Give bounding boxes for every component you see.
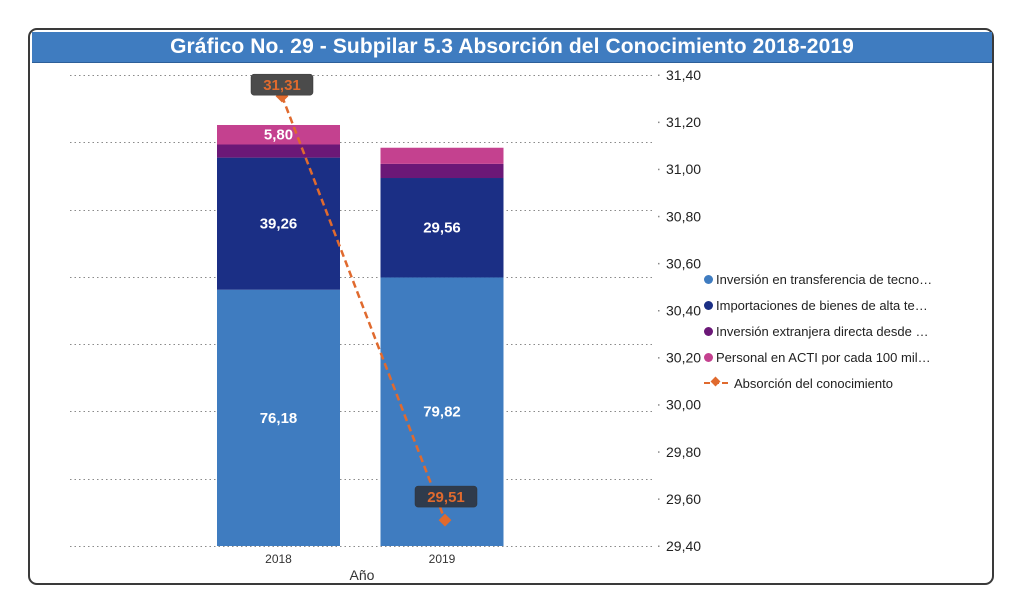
legend-label: Importaciones de bienes de alta te… [716, 297, 928, 313]
legend-dot-icon [704, 300, 713, 310]
line-data-label: 31,31 [263, 77, 301, 94]
bar-segment [217, 289, 340, 546]
bar-segment [380, 178, 504, 278]
y2-tick-label: 29,60 [666, 491, 701, 507]
bar-data-label: 29,56 [423, 220, 461, 237]
bar-segment [217, 144, 340, 158]
chart-title-bar: Gráfico No. 29 - Subpilar 5.3 Absorción … [32, 32, 992, 62]
line-series-absorcion [280, 95, 447, 521]
legend-item-0[interactable]: Inversión en transferencia de tecno… [704, 266, 932, 292]
y2-tick-label: 31,20 [666, 114, 701, 130]
bar-data-label: 5,80 [264, 127, 293, 144]
y2-tick-mark [658, 168, 660, 171]
bar-stack-2019: 79,82 29,56 [380, 147, 504, 546]
y2-tick-mark [658, 310, 660, 312]
bar-segment [380, 147, 504, 164]
legend-label: Inversión extranjera directa desde … [716, 323, 929, 339]
legend-dot-icon [704, 326, 713, 336]
bar-data-label: 76,18 [260, 410, 298, 427]
y2-tick-label: 30,80 [666, 208, 701, 224]
bar-stack-2018: 76,18 39,26 5,80 [217, 124, 340, 546]
y2-tick-mark [658, 451, 660, 453]
y2-tick-label: 30,40 [666, 303, 701, 319]
y2-tick-label: 30,00 [666, 397, 701, 413]
legend-dot-icon [704, 352, 713, 362]
legend-item-1[interactable]: Importaciones de bienes de alta te… [704, 292, 932, 318]
x-axis-title: Año [350, 567, 375, 583]
chart-frame [28, 28, 994, 585]
y2-tick-label: 30,60 [666, 255, 701, 271]
legend-label: Personal en ACTI por cada 100 mil… [716, 349, 931, 365]
legend-item-4[interactable]: Absorción del conocimiento [704, 370, 932, 396]
y2-tick-label: 30,20 [666, 350, 701, 366]
bar-data-label: 79,82 [423, 404, 461, 421]
legend-label: Absorción del conocimiento [734, 375, 893, 391]
bar-data-label: 39,26 [260, 216, 298, 233]
bar-segment [380, 163, 504, 179]
chart-title: Gráfico No. 29 - Subpilar 5.3 Absorción … [170, 35, 854, 58]
line-data-label-box [250, 73, 314, 96]
y2-tick-label: 31,00 [666, 161, 701, 177]
y2-tick-label: 29,80 [666, 444, 701, 460]
bar-segment [217, 124, 340, 145]
y2-tick-mark [658, 545, 660, 547]
line-data-label-box [414, 485, 478, 508]
y2-tick-mark [658, 215, 660, 218]
y2-tick-mark [658, 498, 660, 500]
line-data-label: 29,51 [427, 489, 465, 506]
y2-tick-mark [658, 121, 660, 124]
legend-item-2[interactable]: Inversión extranjera directa desde … [704, 318, 932, 344]
bar-segment [217, 157, 340, 290]
legend-dot-icon [704, 274, 713, 284]
x-tick-label: 2018 [265, 552, 292, 566]
y2-tick-label: 31,40 [666, 67, 701, 83]
y2-tick-mark [658, 357, 660, 359]
legend-label: Inversión en transferencia de tecno… [716, 271, 933, 287]
x-tick-label: 2019 [429, 552, 456, 566]
y2-tick-label: 29,40 [666, 538, 701, 554]
y2-tick-mark [658, 404, 660, 406]
legend-item-3[interactable]: Personal en ACTI por cada 100 mil… [704, 344, 932, 370]
legend: Inversión en transferencia de tecno… Imp… [704, 266, 932, 396]
y2-tick-mark [658, 74, 660, 76]
dashed-line-diamond-icon [704, 376, 728, 387]
y2-tick-mark [658, 262, 660, 265]
